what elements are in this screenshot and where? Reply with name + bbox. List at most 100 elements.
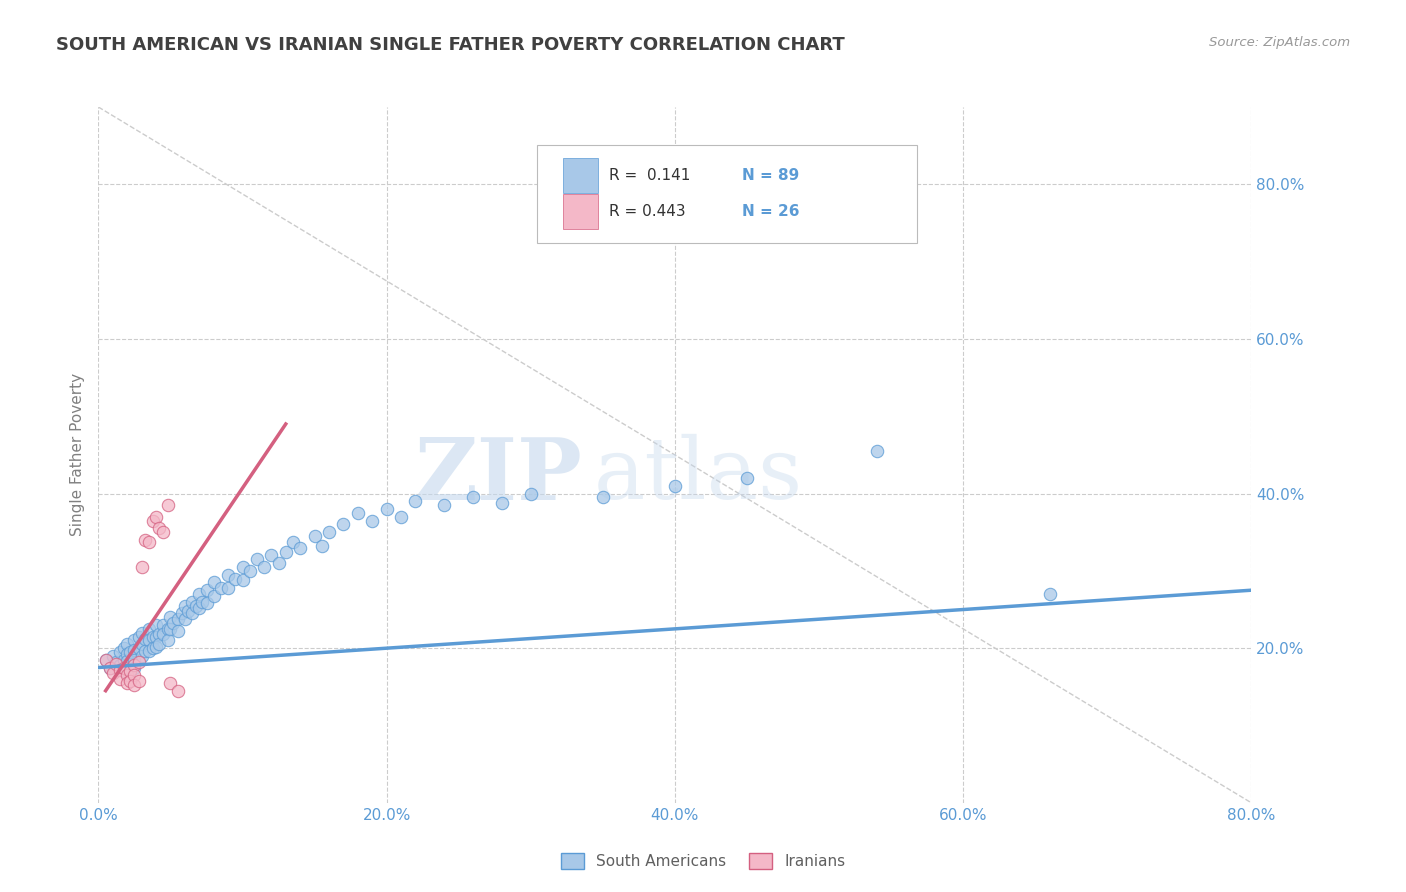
- Point: [592, 491, 614, 505]
- Point: [108, 672, 131, 686]
- Point: [117, 654, 139, 668]
- Point: [231, 560, 254, 574]
- Point: [186, 599, 208, 613]
- Point: [461, 491, 484, 505]
- Point: [332, 517, 354, 532]
- Point: [104, 657, 127, 671]
- Point: [120, 673, 142, 688]
- Point: [131, 560, 153, 574]
- Point: [274, 544, 297, 558]
- Point: [267, 556, 290, 570]
- Point: [202, 589, 225, 603]
- Point: [124, 660, 146, 674]
- Point: [181, 607, 204, 621]
- Point: [120, 657, 142, 671]
- Point: [231, 573, 254, 587]
- Bar: [562, 194, 598, 229]
- Point: [664, 479, 686, 493]
- Point: [108, 663, 131, 677]
- Point: [124, 653, 146, 667]
- Point: [134, 533, 156, 547]
- Point: [138, 644, 160, 658]
- Point: [346, 506, 368, 520]
- Point: [94, 653, 117, 667]
- Point: [224, 572, 246, 586]
- Point: [253, 560, 276, 574]
- Point: [260, 549, 283, 563]
- Legend: South Americans, Iranians: South Americans, Iranians: [554, 847, 852, 875]
- Point: [148, 637, 170, 651]
- Point: [375, 502, 398, 516]
- Point: [166, 683, 188, 698]
- Point: [166, 612, 188, 626]
- Text: ZIP: ZIP: [415, 434, 582, 517]
- Point: [112, 653, 135, 667]
- Point: [174, 612, 197, 626]
- Point: [152, 618, 174, 632]
- Point: [98, 660, 121, 674]
- Point: [117, 637, 139, 651]
- Point: [389, 509, 412, 524]
- Point: [124, 678, 146, 692]
- Point: [281, 534, 304, 549]
- Point: [104, 655, 127, 669]
- Point: [138, 633, 160, 648]
- Point: [311, 539, 333, 553]
- Point: [124, 658, 146, 673]
- Point: [491, 496, 513, 510]
- Point: [145, 640, 167, 654]
- Point: [159, 622, 181, 636]
- Point: [1038, 587, 1062, 601]
- Point: [156, 622, 179, 636]
- Point: [290, 541, 312, 555]
- Text: R =  0.141: R = 0.141: [609, 168, 690, 183]
- Point: [112, 641, 135, 656]
- Point: [217, 567, 239, 582]
- Point: [145, 618, 167, 632]
- Point: [120, 645, 142, 659]
- Point: [117, 648, 139, 662]
- Point: [405, 494, 427, 508]
- Point: [138, 622, 160, 636]
- Point: [128, 655, 150, 669]
- Point: [361, 514, 384, 528]
- Point: [138, 534, 160, 549]
- Point: [433, 498, 456, 512]
- Point: [177, 604, 200, 618]
- Bar: [562, 158, 598, 193]
- Point: [145, 509, 167, 524]
- Point: [159, 610, 181, 624]
- Point: [159, 676, 181, 690]
- Point: [156, 633, 179, 648]
- Point: [117, 676, 139, 690]
- Point: [174, 599, 197, 613]
- Point: [98, 660, 121, 674]
- Point: [101, 665, 124, 680]
- Point: [101, 648, 124, 663]
- Point: [188, 601, 211, 615]
- Text: N = 89: N = 89: [742, 168, 799, 183]
- Point: [866, 444, 889, 458]
- Point: [188, 587, 211, 601]
- Point: [195, 596, 218, 610]
- Point: [108, 645, 131, 659]
- Point: [124, 668, 146, 682]
- Point: [128, 630, 150, 644]
- Point: [131, 648, 153, 663]
- Point: [131, 625, 153, 640]
- Point: [145, 630, 167, 644]
- Point: [142, 514, 165, 528]
- Point: [94, 653, 117, 667]
- Point: [304, 529, 326, 543]
- Point: [131, 637, 153, 651]
- Point: [148, 521, 170, 535]
- Point: [195, 583, 218, 598]
- Point: [134, 632, 156, 646]
- Point: [152, 627, 174, 641]
- Point: [191, 595, 214, 609]
- Text: R = 0.443: R = 0.443: [609, 204, 686, 219]
- FancyBboxPatch shape: [537, 145, 917, 243]
- Point: [112, 665, 135, 679]
- Point: [128, 673, 150, 688]
- Point: [217, 581, 239, 595]
